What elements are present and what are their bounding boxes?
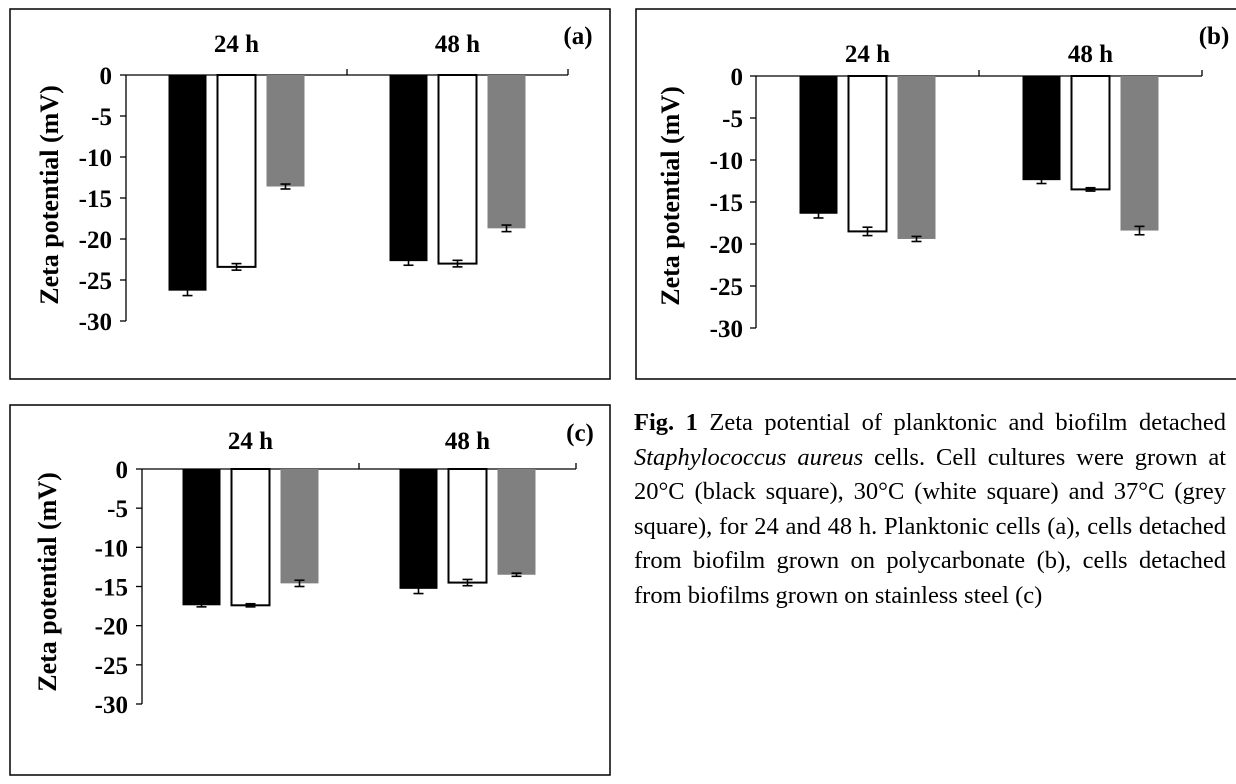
chart-c-ylabel: Zeta potential (mV) [33, 472, 62, 692]
chart-c-y-tick-label: -10 [95, 535, 128, 562]
chart-b-ylabel: Zeta potential (mV) [656, 86, 685, 306]
chart-c-y-tick-label: -30 [95, 692, 128, 719]
chart-c-bar [497, 469, 536, 575]
chart-b-bar [1070, 75, 1111, 191]
chart-a-bar [487, 75, 526, 229]
chart-a-ylabel: Zeta potential (mV) [35, 85, 64, 305]
chart-c-y-tick-label: -15 [95, 575, 128, 602]
chart-b-panel-label: (b) [1199, 23, 1230, 50]
chart-b-bar [897, 76, 936, 239]
chart-a-bar [216, 74, 257, 268]
caption-text-2: cells. Cell cultures were grown at 20°C … [634, 443, 1226, 609]
chart-b-y-tick-label: -30 [710, 316, 743, 343]
chart-c-y-tick-label: -20 [95, 614, 128, 641]
chart-c-bar [399, 469, 438, 589]
chart-b-y-tick-label: -15 [710, 190, 743, 217]
chart-a-frame [9, 8, 611, 380]
figure-caption: Fig. 1 Zeta potential of planktonic and … [634, 406, 1226, 613]
chart-b-y-tick-label: -25 [710, 274, 743, 301]
caption-fig-label: Fig. 1 [634, 409, 698, 436]
caption-text-1: Zeta potential of planktonic and biofilm… [697, 409, 1227, 436]
chart-a-y-tick-label: -15 [79, 186, 112, 213]
chart-c-svg: 0 -5 -10 -15 -20 -25 -30 24 h 48 h (c) Zeta pote… [9, 404, 611, 776]
chart-a-y-tick-label: 0 [100, 63, 113, 90]
caption-species: Staphylococcus aureus [634, 443, 864, 471]
chart-c-bar [447, 468, 488, 584]
chart-panel-a: 0 -5 -10 -15 -20 -25 -30 24 h 48 h (a) Zeta pote… [0, 0, 620, 384]
chart-c-bar [280, 469, 319, 584]
chart-b-bar [799, 76, 838, 214]
chart-a-panel-label: (a) [563, 23, 592, 50]
chart-a-category-label: 24 h [214, 31, 259, 58]
chart-a-bar [168, 75, 207, 291]
chart-a-bar [389, 75, 428, 262]
chart-c-y-tick-label: -5 [107, 496, 128, 523]
chart-c-category-label: 24 h [228, 428, 273, 455]
chart-a-y-tick-label: -30 [79, 309, 112, 336]
chart-b-bar [1120, 76, 1159, 231]
chart-b-category-label: 24 h [845, 41, 890, 68]
chart-c-frame [9, 404, 611, 776]
chart-c-bar [182, 469, 221, 606]
chart-c-bar [230, 468, 271, 607]
chart-a-category-label: 48 h [435, 31, 480, 58]
chart-c-y-tick-label: -25 [95, 653, 128, 680]
chart-b-y-tick-label: -10 [710, 148, 743, 175]
chart-b-svg: 0 -5 -10 -15 -20 -25 -30 24 h 48 h (b) Zeta pote… [635, 8, 1236, 380]
chart-b-category-label: 48 h [1068, 41, 1113, 68]
chart-a-bar [437, 74, 478, 265]
chart-a-marks: 0 -5 -10 -15 -20 -25 -30 24 h 48 h [79, 31, 569, 336]
chart-a-y-tick-label: -20 [79, 227, 112, 254]
chart-a-y-tick-label: -10 [79, 145, 112, 172]
chart-panel-c: 0 -5 -10 -15 -20 -25 -30 24 h 48 h (c) Zeta pote… [0, 396, 620, 780]
chart-c-marks: 0 -5 -10 -15 -20 -25 -30 24 h 48 h [95, 428, 577, 719]
chart-c-category-label: 48 h [445, 428, 490, 455]
chart-b-y-tick-label: 0 [731, 64, 744, 91]
chart-panel-b: 0 -5 -10 -15 -20 -25 -30 24 h 48 h (b) Zeta pote… [626, 0, 1236, 384]
chart-a-svg: 0 -5 -10 -15 -20 -25 -30 24 h 48 h (a) Zeta pote… [9, 8, 611, 380]
chart-b-bar [1022, 76, 1061, 181]
chart-b-y-tick-label: -20 [710, 232, 743, 259]
chart-b-bar [847, 75, 888, 233]
chart-a-y-tick-label: -25 [79, 268, 112, 295]
chart-b-marks: 0 -5 -10 -15 -20 -25 -30 24 h 48 h [710, 41, 1203, 343]
chart-a-bar [266, 75, 305, 187]
chart-b-frame [635, 8, 1236, 380]
chart-b-y-tick-label: -5 [722, 106, 743, 133]
chart-c-y-tick-label: 0 [116, 457, 129, 484]
chart-c-panel-label: (c) [566, 420, 594, 447]
chart-a-y-tick-label: -5 [91, 104, 112, 131]
